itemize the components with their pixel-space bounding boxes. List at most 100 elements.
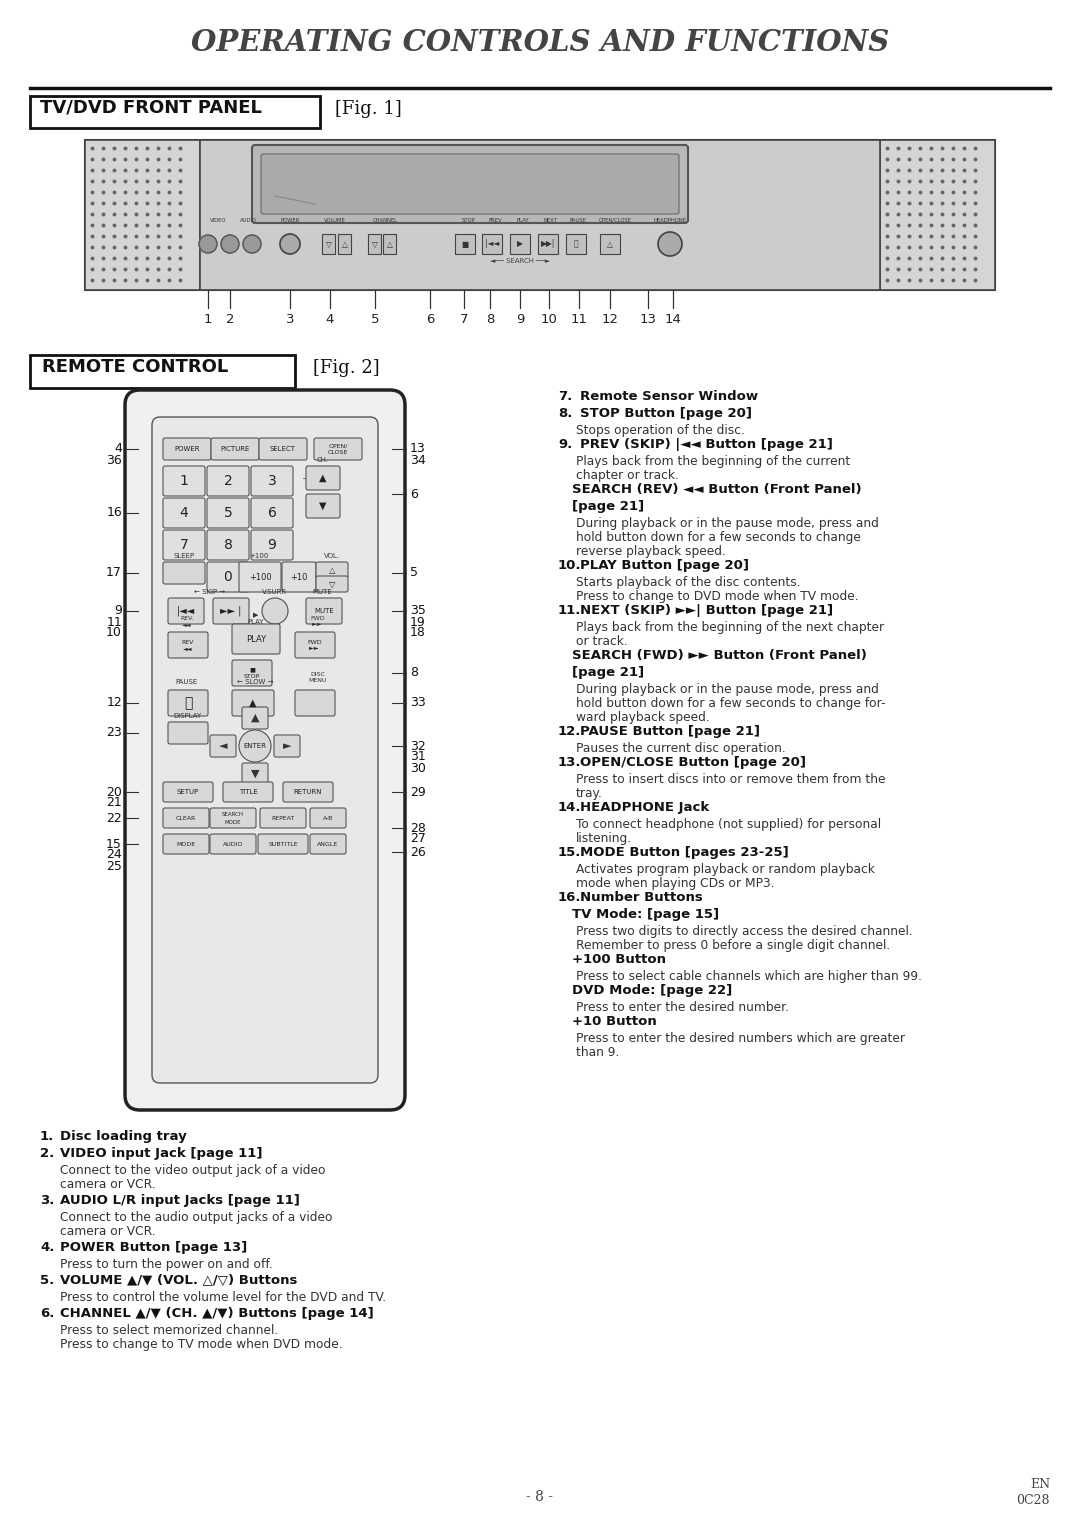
Text: +10 Button: +10 Button	[572, 1015, 657, 1029]
Text: 31: 31	[410, 751, 426, 763]
FancyBboxPatch shape	[168, 690, 208, 716]
FancyBboxPatch shape	[310, 807, 346, 829]
FancyBboxPatch shape	[306, 494, 340, 517]
Text: VIDEO input Jack [page 11]: VIDEO input Jack [page 11]	[60, 1148, 262, 1160]
FancyBboxPatch shape	[168, 632, 208, 658]
Circle shape	[239, 729, 271, 761]
Text: than 9.: than 9.	[576, 1045, 619, 1059]
Text: PLAY: PLAY	[246, 635, 266, 644]
Text: +100: +100	[248, 572, 271, 581]
Text: 15.: 15.	[558, 845, 581, 859]
Text: ►: ►	[283, 742, 292, 751]
Text: SUBTITLE: SUBTITLE	[268, 841, 298, 847]
Text: ← SKIP →: ← SKIP →	[194, 589, 226, 595]
FancyBboxPatch shape	[295, 632, 335, 658]
Text: 9: 9	[114, 604, 122, 618]
Bar	[322, 233, 335, 253]
FancyBboxPatch shape	[242, 707, 268, 729]
FancyBboxPatch shape	[258, 835, 308, 855]
Text: STOP Button [page 20]: STOP Button [page 20]	[580, 407, 752, 420]
FancyBboxPatch shape	[232, 661, 272, 687]
Text: ⏸: ⏸	[184, 696, 192, 710]
Bar	[566, 233, 586, 253]
Text: ▲: ▲	[249, 697, 257, 708]
Circle shape	[280, 233, 300, 253]
FancyBboxPatch shape	[163, 807, 210, 829]
Text: ▽: ▽	[372, 240, 377, 249]
FancyBboxPatch shape	[163, 465, 205, 496]
Text: 10.: 10.	[558, 559, 581, 572]
Text: To connect headphone (not supplied) for personal: To connect headphone (not supplied) for …	[576, 818, 881, 832]
Text: REV.
◄◄: REV. ◄◄	[180, 617, 193, 627]
Text: 34: 34	[410, 453, 426, 467]
Bar	[482, 233, 502, 253]
Text: HEADPHONE Jack: HEADPHONE Jack	[580, 801, 710, 813]
Text: 11: 11	[106, 615, 122, 629]
Text: [Fig. 2]: [Fig. 2]	[313, 359, 380, 377]
Text: NEXT: NEXT	[543, 218, 557, 223]
Text: Press to select cable channels which are higher than 99.: Press to select cable channels which are…	[576, 971, 922, 983]
Text: HEADPHONE: HEADPHONE	[653, 218, 687, 223]
Text: ward playback speed.: ward playback speed.	[576, 711, 710, 723]
Text: AUDIO: AUDIO	[240, 218, 257, 223]
Text: VOLUME ▲/▼ (VOL. △/▽) Buttons: VOLUME ▲/▼ (VOL. △/▽) Buttons	[60, 1274, 297, 1286]
Text: 6: 6	[410, 487, 418, 501]
Text: 33: 33	[410, 696, 426, 710]
Text: 7: 7	[179, 539, 188, 552]
Text: MODE: MODE	[225, 819, 241, 824]
Text: Starts playback of the disc contents.: Starts playback of the disc contents.	[576, 575, 800, 589]
Text: 7: 7	[460, 313, 469, 327]
Text: ■: ■	[461, 240, 469, 249]
Text: MODE Button [pages 23-25]: MODE Button [pages 23-25]	[580, 845, 788, 859]
Text: PAUSE: PAUSE	[569, 218, 586, 223]
Text: 10: 10	[106, 627, 122, 639]
FancyBboxPatch shape	[168, 722, 208, 745]
Text: 13: 13	[410, 443, 426, 455]
Text: △: △	[328, 566, 335, 574]
Bar	[338, 233, 351, 253]
Text: MUTE: MUTE	[312, 589, 332, 595]
Text: PLAY: PLAY	[516, 218, 529, 223]
Text: 23: 23	[106, 726, 122, 740]
Text: 14.: 14.	[558, 801, 581, 813]
FancyBboxPatch shape	[252, 145, 688, 223]
Text: 0C28: 0C28	[1016, 1494, 1050, 1508]
Text: or track.: or track.	[576, 635, 627, 649]
Text: TV/DVD FRONT PANEL: TV/DVD FRONT PANEL	[40, 99, 261, 118]
FancyBboxPatch shape	[210, 736, 237, 757]
Text: Remote Sensor Window: Remote Sensor Window	[580, 391, 758, 403]
Text: FWD
►►: FWD ►►	[311, 617, 325, 627]
Text: VOLUME: VOLUME	[324, 218, 346, 223]
Text: ▶: ▶	[517, 240, 523, 249]
Text: 21: 21	[106, 797, 122, 809]
Text: ← SLOW →: ← SLOW →	[237, 679, 273, 685]
Text: Press to change to TV mode when DVD mode.: Press to change to TV mode when DVD mode…	[60, 1338, 342, 1351]
FancyBboxPatch shape	[251, 465, 293, 496]
Text: 9.: 9.	[558, 438, 572, 452]
Text: Press to turn the power on and off.: Press to turn the power on and off.	[60, 1257, 273, 1271]
Text: ▲: ▲	[320, 473, 327, 484]
FancyBboxPatch shape	[310, 835, 346, 855]
Text: chapter or track.: chapter or track.	[576, 468, 679, 482]
Text: CHANNEL: CHANNEL	[373, 218, 397, 223]
Text: 9: 9	[268, 539, 276, 552]
Text: POWER Button [page 13]: POWER Button [page 13]	[60, 1241, 247, 1254]
FancyBboxPatch shape	[283, 781, 333, 803]
FancyBboxPatch shape	[316, 562, 348, 578]
Bar	[455, 233, 475, 253]
Text: 6: 6	[426, 313, 434, 327]
Text: MODE: MODE	[176, 841, 195, 847]
Text: Plays back from the beginning of the next chapter: Plays back from the beginning of the nex…	[576, 621, 885, 633]
Text: STOP: STOP	[461, 218, 475, 223]
Text: [page 21]: [page 21]	[572, 501, 644, 513]
Text: ENTER: ENTER	[243, 743, 267, 749]
Circle shape	[262, 598, 288, 624]
FancyBboxPatch shape	[261, 154, 679, 214]
Text: NEXT (SKIP) ►►| Button [page 21]: NEXT (SKIP) ►►| Button [page 21]	[580, 604, 833, 617]
Text: 5: 5	[224, 507, 232, 520]
Text: OPEN/CLOSE Button [page 20]: OPEN/CLOSE Button [page 20]	[580, 755, 806, 769]
Text: 13.: 13.	[558, 755, 581, 769]
Text: Disc loading tray: Disc loading tray	[60, 1129, 187, 1143]
Text: ▽: ▽	[328, 580, 335, 589]
Text: 6: 6	[268, 507, 276, 520]
